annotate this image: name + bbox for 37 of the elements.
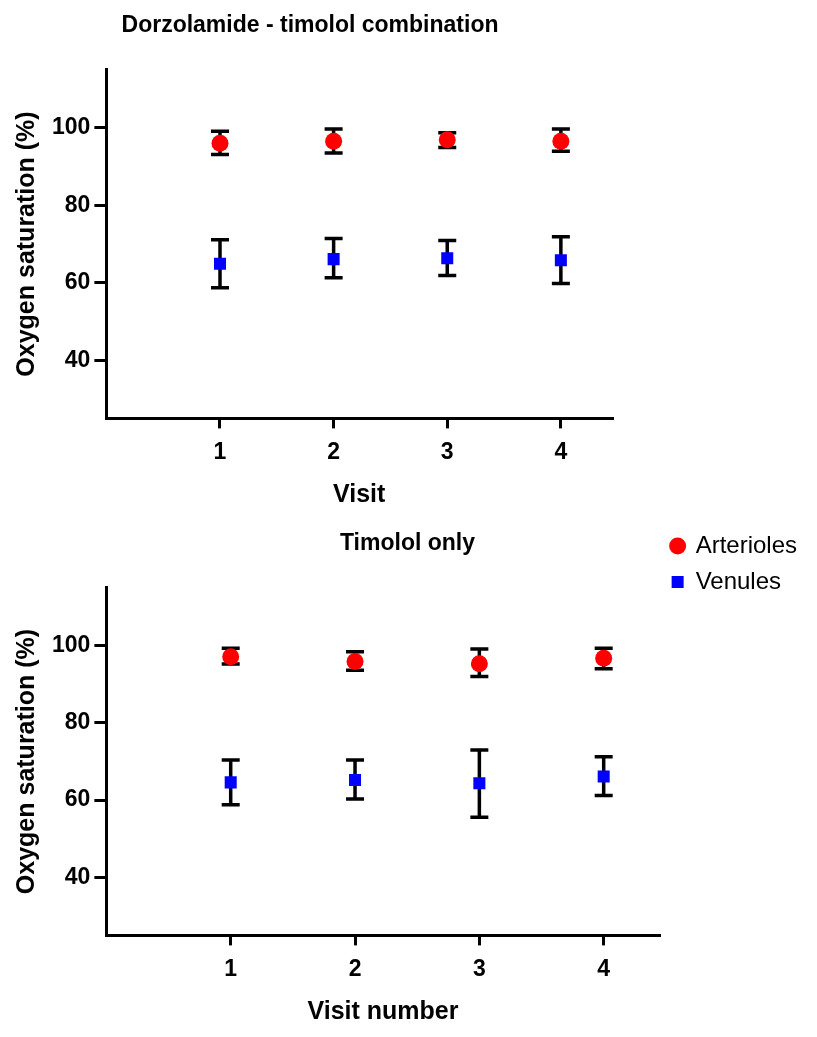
chart-title: Dorzolamide - timolol combination — [121, 11, 499, 38]
point — [327, 253, 340, 266]
y-tick-label: 60 — [64, 785, 91, 812]
legend-label: Arterioles — [695, 530, 798, 558]
y-tick-label: 40 — [64, 862, 91, 889]
y-tick-label: 40 — [64, 345, 91, 372]
x-tick-label: 1 — [213, 437, 227, 464]
y-tick-label: 100 — [52, 113, 91, 140]
x-tick-label: 2 — [327, 437, 341, 464]
x-axis-title: Visit number — [307, 995, 459, 1024]
point — [552, 132, 570, 150]
chart-title: Timolol only — [339, 529, 476, 556]
point — [473, 777, 486, 790]
point — [441, 252, 454, 265]
point — [470, 655, 488, 673]
x-tick-label: 2 — [348, 954, 362, 981]
y-axis-title: Oxygen saturation (%) — [10, 111, 39, 377]
x-tick-label: 1 — [224, 954, 238, 981]
y-tick-label: 60 — [64, 268, 91, 295]
x-tick-label: 4 — [597, 954, 611, 981]
point — [211, 134, 229, 152]
x-tick-label: 3 — [472, 954, 486, 981]
point — [325, 132, 343, 150]
legend-label: Venules — [695, 566, 782, 594]
y-tick-label: 100 — [52, 630, 91, 657]
x-axis-title: Visit — [333, 478, 387, 507]
point — [224, 776, 237, 789]
x-tick-label: 3 — [440, 437, 454, 464]
point — [595, 649, 613, 667]
y-tick-label: 80 — [64, 708, 91, 735]
y-tick-label: 80 — [64, 190, 91, 217]
y-axis-title: Oxygen saturation (%) — [10, 628, 39, 895]
x-tick-label: 4 — [554, 437, 568, 464]
point — [554, 254, 567, 267]
point — [349, 774, 362, 787]
point — [597, 770, 610, 783]
point — [213, 257, 227, 270]
